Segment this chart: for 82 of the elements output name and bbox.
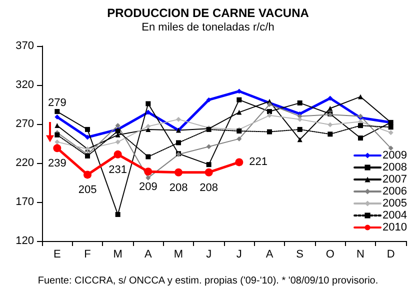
point [54, 109, 60, 114]
point [54, 123, 60, 128]
point [388, 124, 394, 130]
y-tick-label: 220 [16, 157, 34, 169]
point [297, 100, 302, 106]
point [206, 144, 212, 150]
point [146, 175, 151, 180]
chart-subtitle: En miles de toneladas r/c/h [142, 22, 274, 34]
data-label: 208 [169, 182, 188, 194]
x-tick-label: A [144, 248, 152, 260]
source-note: Fuente: CICCRA, s/ ONCCA y estim. propias ('09-'10). * '08/09/10 provisorio. [38, 276, 378, 286]
point [146, 110, 151, 115]
point [84, 170, 92, 179]
point [236, 136, 242, 142]
x-tick-label: D [386, 248, 395, 260]
x-tick-label: O [326, 248, 335, 260]
point [206, 162, 212, 168]
point [236, 97, 242, 102]
point [328, 132, 333, 137]
point [267, 109, 272, 114]
data-label: 209 [138, 181, 158, 194]
point [144, 168, 152, 176]
point [176, 116, 181, 122]
point [146, 154, 151, 160]
point [388, 130, 394, 136]
y-tick-label: 370 [16, 40, 34, 52]
point [328, 96, 333, 101]
point [204, 168, 213, 176]
point [85, 134, 90, 140]
point [236, 110, 242, 115]
data-label: 205 [78, 184, 97, 196]
legend-label: 2008 [382, 162, 408, 174]
point [297, 116, 302, 122]
point [54, 114, 60, 120]
x-tick-label: A [266, 248, 274, 260]
data-label: 221 [249, 156, 268, 168]
point [297, 126, 302, 132]
point [388, 146, 394, 151]
y-tick-label: 270 [16, 118, 34, 130]
point [115, 139, 120, 144]
legend-label: 2009 [382, 150, 408, 162]
x-tick-label: S [296, 248, 304, 260]
point [114, 150, 122, 158]
data-label: 208 [200, 182, 218, 194]
chart-title: PRODUCCION DE CARNE VACUNA [107, 6, 310, 20]
point [206, 97, 212, 102]
x-tick-label: F [84, 248, 92, 260]
x-tick-label: M [174, 248, 184, 260]
point [328, 122, 333, 128]
point [358, 123, 363, 128]
point [358, 94, 363, 100]
x-tick-label: E [53, 248, 61, 260]
point [358, 136, 363, 141]
x-tick-label: J [236, 248, 242, 260]
point [267, 129, 272, 134]
point [176, 140, 181, 146]
point [174, 168, 182, 176]
point [235, 158, 244, 166]
data-label: 239 [48, 158, 66, 170]
point [54, 139, 60, 144]
x-tick-label: M [113, 248, 122, 260]
point [115, 123, 120, 128]
legend-label: 2005 [382, 198, 408, 210]
point [146, 101, 151, 106]
point [53, 144, 62, 152]
legend-label: 2004 [382, 210, 408, 222]
point [267, 112, 272, 118]
point [115, 212, 120, 217]
point [297, 137, 302, 142]
x-tick-label: N [356, 248, 365, 260]
point [328, 106, 333, 111]
point [85, 126, 90, 132]
data-label: 279 [48, 96, 66, 109]
legend-label: 2007 [382, 174, 408, 186]
y-tick-label: 320 [16, 79, 34, 91]
data-label: 231 [108, 164, 128, 176]
x-tick-label: J [206, 248, 212, 260]
y-tick-label: 170 [16, 196, 34, 208]
legend-label: 2006 [382, 186, 408, 198]
point [146, 124, 151, 129]
y-tick-label: 120 [16, 235, 34, 247]
legend-label: 2010 [382, 222, 408, 234]
